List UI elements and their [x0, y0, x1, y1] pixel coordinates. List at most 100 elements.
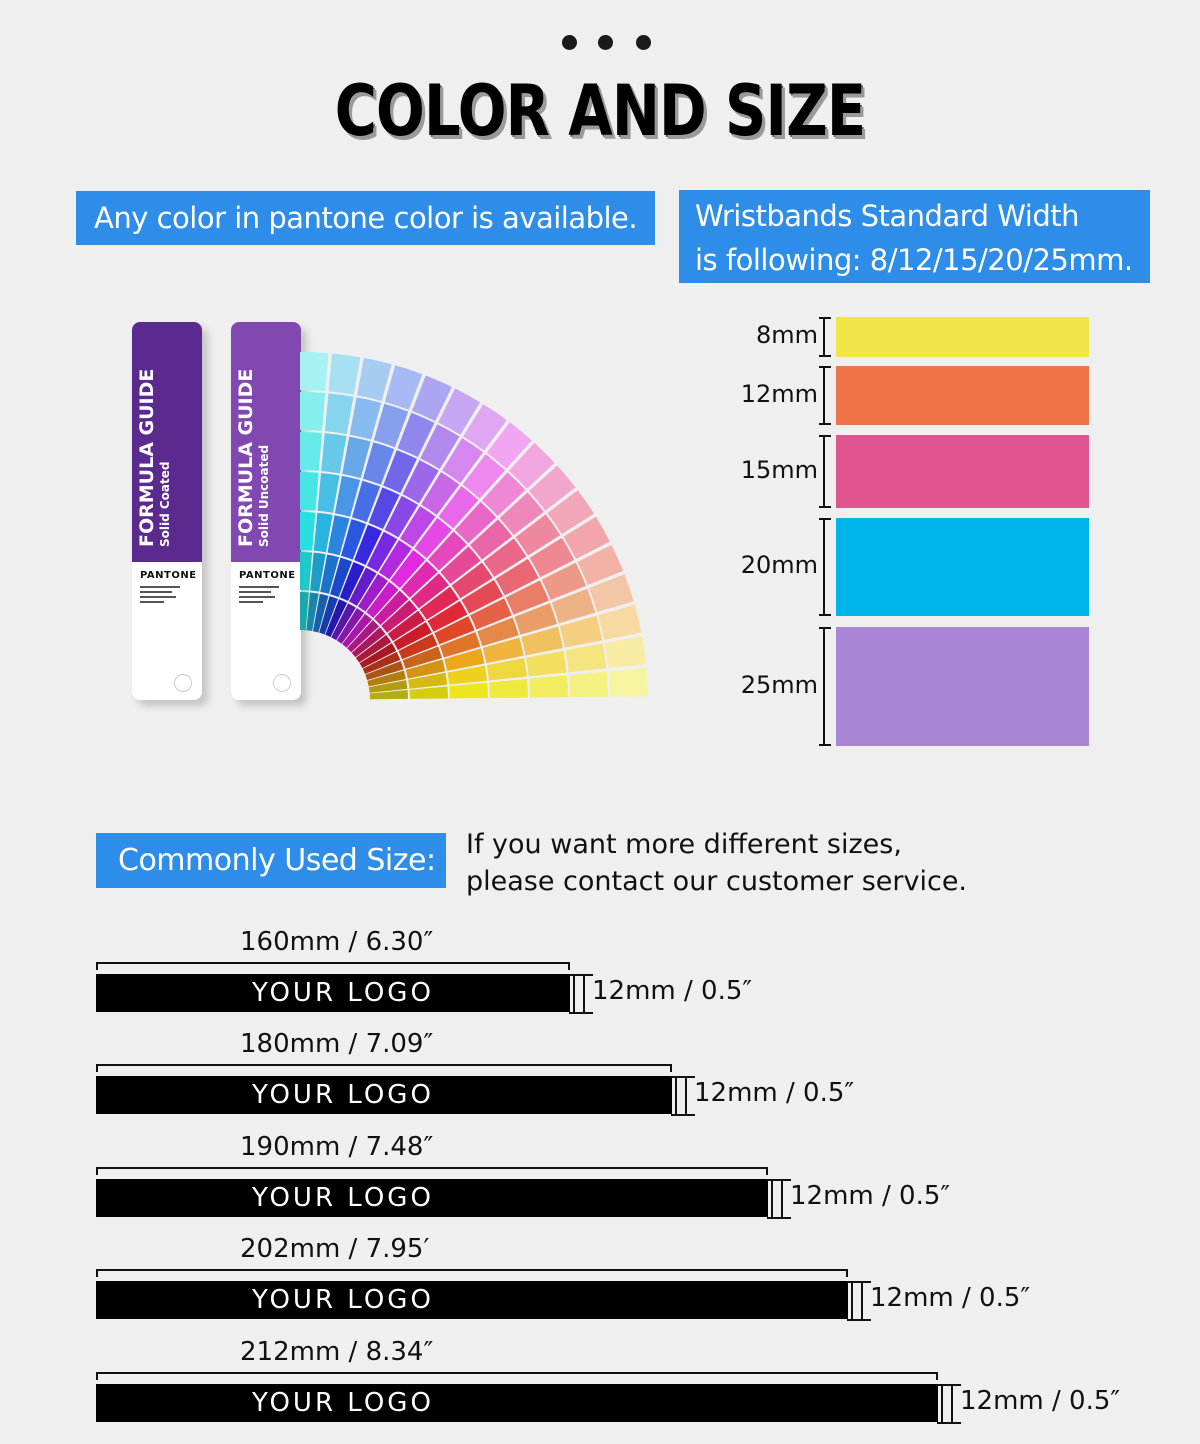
strap-width-bracket [847, 1281, 871, 1321]
fan-swatch [384, 365, 423, 410]
width-label: 25mm [740, 670, 818, 699]
fan-swatch [482, 637, 524, 664]
strap-width-label: 12mm / 0.5″ [960, 1386, 1121, 1416]
pantone-guide-uncoated: FORMULA GUIDE Solid Uncoated PANTONE [231, 322, 301, 700]
fan-swatch [419, 586, 459, 620]
header-dot [636, 35, 651, 50]
fan-swatch [447, 665, 488, 685]
fan-swatch [428, 531, 467, 571]
fan-swatch [341, 519, 367, 560]
fan-swatch [481, 472, 526, 517]
fan-swatch [411, 375, 452, 422]
strap-bar: YOUR LOGO [96, 1076, 672, 1114]
strap-logo-text: YOUR LOGO [252, 1080, 434, 1110]
fan-swatch [409, 686, 448, 699]
fan-swatch [505, 580, 549, 615]
fan-swatch [444, 648, 485, 671]
fan-swatch [529, 675, 568, 698]
fan-swatch [568, 671, 608, 698]
strap-width-bracket [937, 1384, 961, 1424]
width-bracket [819, 317, 831, 357]
fan-swatch [526, 650, 567, 677]
fan-swatch [325, 599, 348, 638]
fan-swatch [400, 506, 436, 548]
fan-swatch [342, 613, 372, 648]
fan-swatch [462, 454, 506, 499]
fan-swatch [521, 626, 563, 656]
common-size-label: Commonly Used Size: [96, 833, 446, 888]
fan-swatch [434, 616, 475, 645]
guide-brand: PANTONE [239, 570, 296, 581]
strap-length-label: 160mm / 6.30″ [240, 927, 434, 957]
guide-title: FORMULA GUIDE [136, 368, 158, 547]
fan-swatch [414, 518, 452, 559]
fan-swatch [327, 515, 350, 556]
header-dot [562, 35, 577, 50]
contact-line2: please contact our customer service. [466, 866, 968, 897]
fan-swatch [390, 549, 426, 589]
guide-subtitle: Solid Uncoated [257, 444, 271, 547]
fan-swatch [320, 554, 340, 594]
fan-swatch [547, 490, 594, 535]
fan-swatch [334, 475, 361, 517]
fan-swatch [384, 495, 418, 538]
fan-swatch [469, 519, 513, 560]
fan-swatch [356, 357, 392, 401]
fan-swatch [529, 537, 575, 578]
strap-logo-text: YOUR LOGO [252, 1388, 434, 1418]
pantone-note: Any color in pantone color is available. [76, 191, 655, 245]
strap-length-line [96, 1167, 768, 1175]
page-title: COLOR AND SIZE [334, 70, 866, 152]
guide-ring-hole [273, 674, 291, 692]
fan-swatch [439, 632, 481, 658]
fan-swatch [451, 562, 493, 599]
strap-bar: YOUR LOGO [96, 1384, 938, 1422]
fan-swatch [357, 574, 388, 612]
width-swatch [836, 435, 1089, 508]
fan-swatch [362, 651, 401, 675]
pantone-guide-coated: FORMULA GUIDE Solid Coated PANTONE [132, 322, 202, 700]
fan-swatch [306, 592, 319, 632]
fan-swatch [300, 392, 326, 431]
fan-swatch [397, 412, 435, 458]
fan-swatch [405, 659, 446, 679]
fan-swatch [369, 690, 408, 700]
fan-swatch [438, 486, 479, 529]
strap-bar: YOUR LOGO [96, 974, 570, 1012]
fan-swatch [598, 604, 642, 640]
guide-color-band [231, 322, 301, 562]
fan-swatch [577, 544, 624, 585]
fan-swatch [565, 643, 607, 673]
fan-swatch [300, 432, 322, 471]
fan-swatch [300, 512, 316, 551]
fan-swatch [463, 404, 507, 451]
width-note-line1: Wristbands Standard Width [695, 199, 1080, 233]
fan-swatch [410, 573, 449, 609]
fan-swatch [470, 598, 512, 630]
header-dot [598, 35, 613, 50]
strap-bar: YOUR LOGO [96, 1179, 768, 1217]
fan-swatch [349, 567, 377, 606]
width-label: 8mm [755, 321, 818, 349]
strap-width-bracket [569, 974, 593, 1014]
width-label: 20mm [740, 551, 818, 579]
strap-width-label: 12mm / 0.5″ [790, 1181, 951, 1211]
fan-swatch [339, 561, 365, 602]
fan-swatch [402, 460, 439, 504]
fan-swatch [300, 352, 329, 392]
fan-swatch [368, 680, 408, 693]
width-label: 15mm [740, 455, 818, 484]
guide-brand: PANTONE [140, 570, 197, 581]
width-swatch [836, 627, 1089, 746]
width-swatch [836, 317, 1089, 357]
fan-swatch [349, 397, 382, 440]
fan-swatch [438, 388, 481, 435]
contact-note: If you want more different sizes, please… [466, 826, 967, 900]
fan-swatch [365, 660, 404, 681]
fan-swatch [454, 501, 497, 544]
fan-swatch [300, 592, 309, 631]
fan-swatch [374, 590, 409, 626]
fan-swatch [321, 433, 347, 474]
fan-swatch [366, 531, 398, 572]
fan-swatch [366, 581, 399, 618]
